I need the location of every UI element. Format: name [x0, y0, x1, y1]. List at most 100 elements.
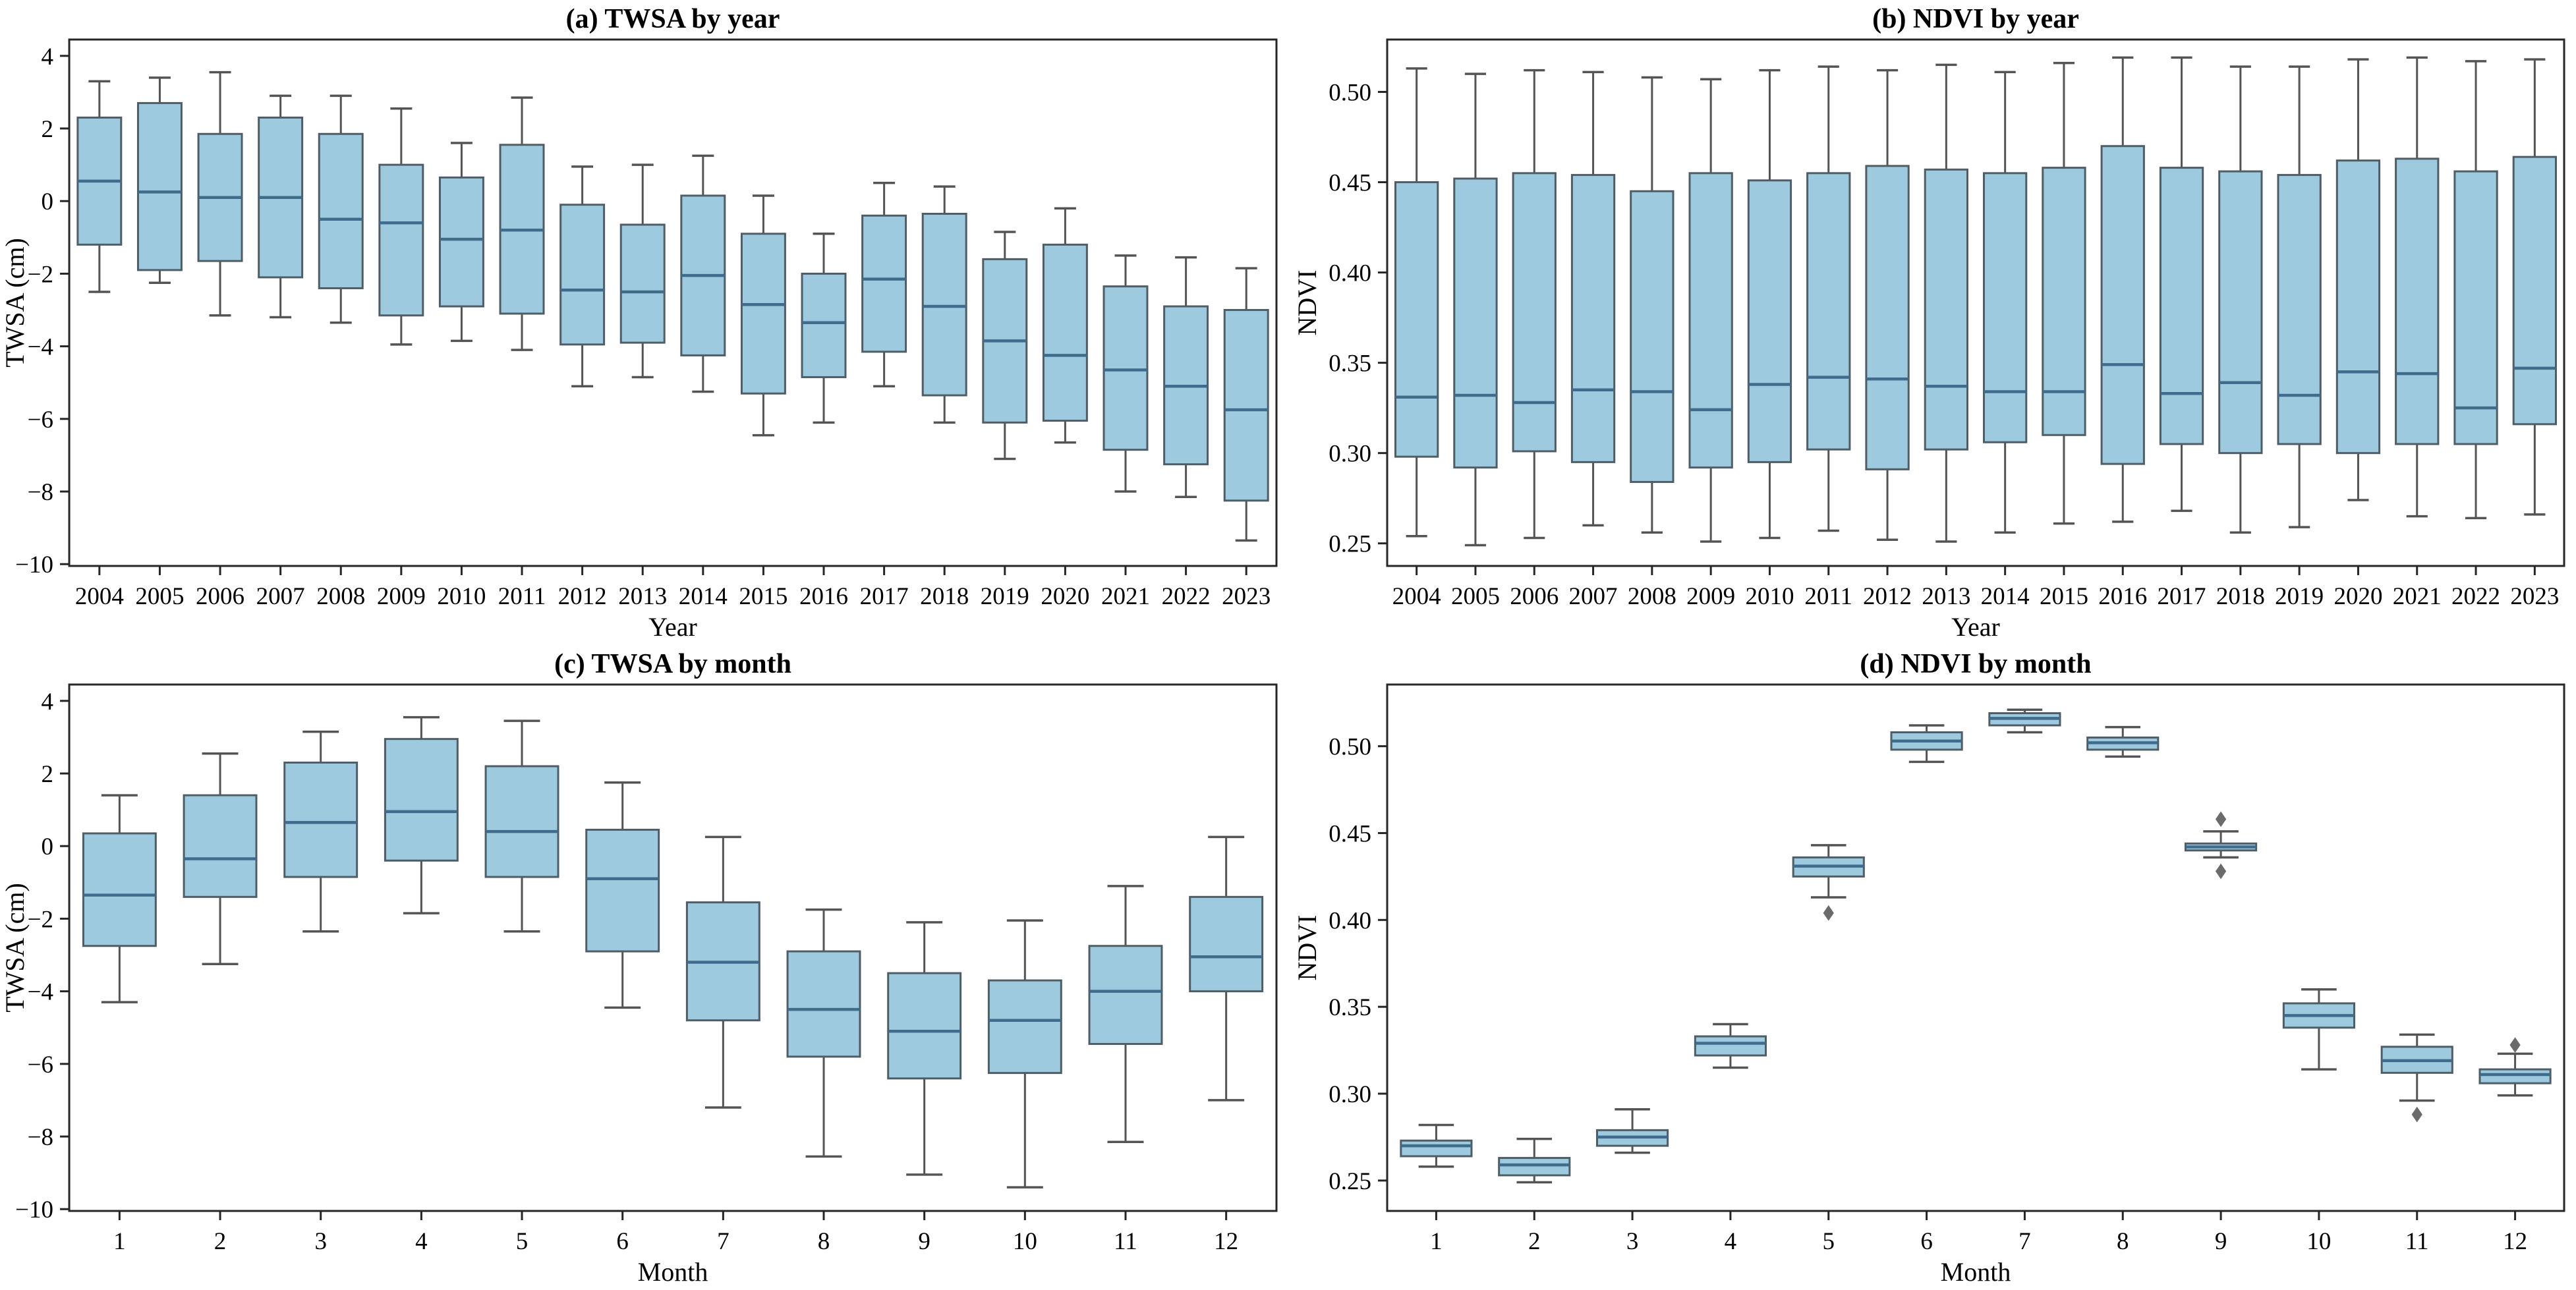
x-tick-label: 7 — [2018, 1228, 2031, 1255]
x-tick-label: 2006 — [196, 583, 244, 610]
x-tick-label: 2023 — [1222, 583, 1271, 610]
x-tick-label: 8 — [818, 1228, 830, 1255]
box — [136, 101, 183, 271]
x-tick-label: 2017 — [860, 583, 909, 610]
box — [283, 761, 358, 878]
y-axis-label: NDVI — [1292, 270, 1322, 336]
box — [484, 765, 559, 878]
plot-frame — [68, 38, 1278, 567]
panel-a: 4 2 0 −2 −4 −6 −8 −10 2004 2005 2006 2007 2008 2009 20… — [0, 0, 1288, 645]
box — [82, 832, 157, 947]
x-tick-label: 2012 — [558, 583, 607, 610]
x-tick-label: 2005 — [1451, 583, 1500, 610]
panel-title: (c) TWSA by month — [554, 649, 791, 679]
y-tick-label: 0 — [42, 833, 54, 860]
x-tick-label: 2008 — [1628, 583, 1676, 610]
box — [801, 272, 847, 378]
box — [438, 176, 484, 308]
box — [318, 132, 364, 289]
x-tick-label: 3 — [1626, 1228, 1639, 1255]
y-tick-label: −8 — [28, 479, 53, 506]
x-tick-label: 2022 — [1162, 583, 1211, 610]
x-tick-label: 10 — [1013, 1228, 1037, 1255]
box — [378, 163, 424, 317]
x-tick-label: 2016 — [2098, 583, 2147, 610]
x-tick-label: 2006 — [1510, 583, 1559, 610]
x-tick-label: 2020 — [2333, 583, 2382, 610]
x-tick-label: 12 — [1214, 1228, 1238, 1255]
x-tick-label: 2021 — [1101, 583, 1150, 610]
panel-d-plot: 0.500.450.400.350.300.251 2 3 4 5 6 7 8 9 10 11 12(… — [1292, 649, 2565, 1287]
y-tick-label: −4 — [28, 979, 53, 1006]
panel-title: (d) NDVI by month — [1860, 649, 2091, 679]
box — [786, 950, 861, 1058]
y-tick-label: −6 — [28, 1052, 53, 1079]
x-tick-label: 2020 — [1041, 583, 1089, 610]
x-tick-label: 2012 — [1863, 583, 1912, 610]
x-tick-label: 2005 — [135, 583, 184, 610]
box — [1747, 179, 1792, 463]
box — [1453, 177, 1498, 469]
x-tick-label: 11 — [1114, 1228, 1137, 1255]
panel-title: (a) TWSA by year — [566, 4, 780, 34]
y-tick-label: 0.40 — [1329, 907, 1371, 934]
x-tick-label: 2015 — [2040, 583, 2088, 610]
y-tick-label: 0.40 — [1329, 260, 1371, 287]
box — [1088, 945, 1163, 1046]
x-tick-label: 1 — [113, 1228, 126, 1255]
x-tick-label: 2007 — [1569, 583, 1618, 610]
panel-c-plot: 420−2−4−6−8−101 2 3 4 5 6 7 8 9 10 11 12(c) TWSA by… — [0, 649, 1278, 1287]
box — [1498, 1157, 1571, 1177]
box — [619, 223, 666, 344]
box — [2478, 1068, 2552, 1084]
panel-b-plot: 0.50 0.45 0.40 0.35 0.30 0.25 2004 2005 2006 2007… — [1292, 4, 2565, 642]
box — [1924, 168, 1968, 451]
box — [2512, 155, 2557, 426]
y-tick-label: 0.30 — [1329, 1081, 1371, 1108]
y-tick-label: 0 — [42, 188, 54, 215]
box — [861, 214, 907, 353]
y-tick-label: 0.50 — [1329, 79, 1371, 106]
box — [2453, 170, 2498, 445]
panel-c: 4 2 0 −2 −4 −6 −8 −10 1 2 3 4 5 6 7 8 9 10 11 12 (c) TWSA by… — [0, 645, 1288, 1290]
box — [2277, 174, 2322, 445]
box — [2100, 145, 2145, 465]
x-tick-label: 3 — [314, 1228, 327, 1255]
outlier-point — [2215, 811, 2227, 827]
x-tick-label: 2015 — [739, 583, 787, 610]
outlier-point — [2411, 1106, 2422, 1123]
y-tick-label: 0.35 — [1329, 994, 1371, 1021]
x-axis-label: Month — [1941, 1257, 2011, 1287]
box — [1223, 309, 1269, 502]
x-tick-label: 2009 — [377, 583, 426, 610]
x-tick-label: 2014 — [679, 583, 728, 610]
x-tick-label: 7 — [717, 1228, 730, 1255]
outlier-point — [2509, 1037, 2521, 1053]
box — [2335, 159, 2381, 455]
box — [1694, 1035, 1767, 1057]
y-axis-label: NDVI — [1292, 915, 1322, 981]
y-tick-label: −4 — [28, 334, 53, 361]
x-tick-label: 2019 — [981, 583, 1029, 610]
x-tick-label: 2021 — [2393, 583, 2442, 610]
panel-b: 0.50 0.45 0.40 0.35 0.30 0.25 2004 2005 2006 2007… — [1288, 0, 2576, 645]
box — [585, 828, 660, 953]
box — [559, 204, 606, 346]
box — [384, 738, 459, 862]
x-tick-label: 2 — [214, 1228, 227, 1255]
box — [2395, 157, 2440, 445]
box — [987, 979, 1062, 1075]
box — [1983, 172, 2028, 443]
panel-title: (b) NDVI by year — [1872, 4, 2079, 34]
y-tick-label: 0.30 — [1329, 441, 1371, 468]
x-tick-label: 10 — [2306, 1228, 2331, 1255]
box — [1806, 172, 1851, 451]
x-tick-label: 2013 — [1922, 583, 1970, 610]
outlier-point — [2215, 863, 2227, 880]
y-tick-label: 4 — [42, 688, 54, 715]
box — [1042, 243, 1088, 422]
x-tick-label: 12 — [2503, 1228, 2527, 1255]
panel-a-plot: 4 2 0 −2 −4 −6 −8 −10 2004 2005 2006 2007 2008 2009 20… — [0, 4, 1278, 642]
y-tick-label: 0.25 — [1329, 531, 1371, 558]
